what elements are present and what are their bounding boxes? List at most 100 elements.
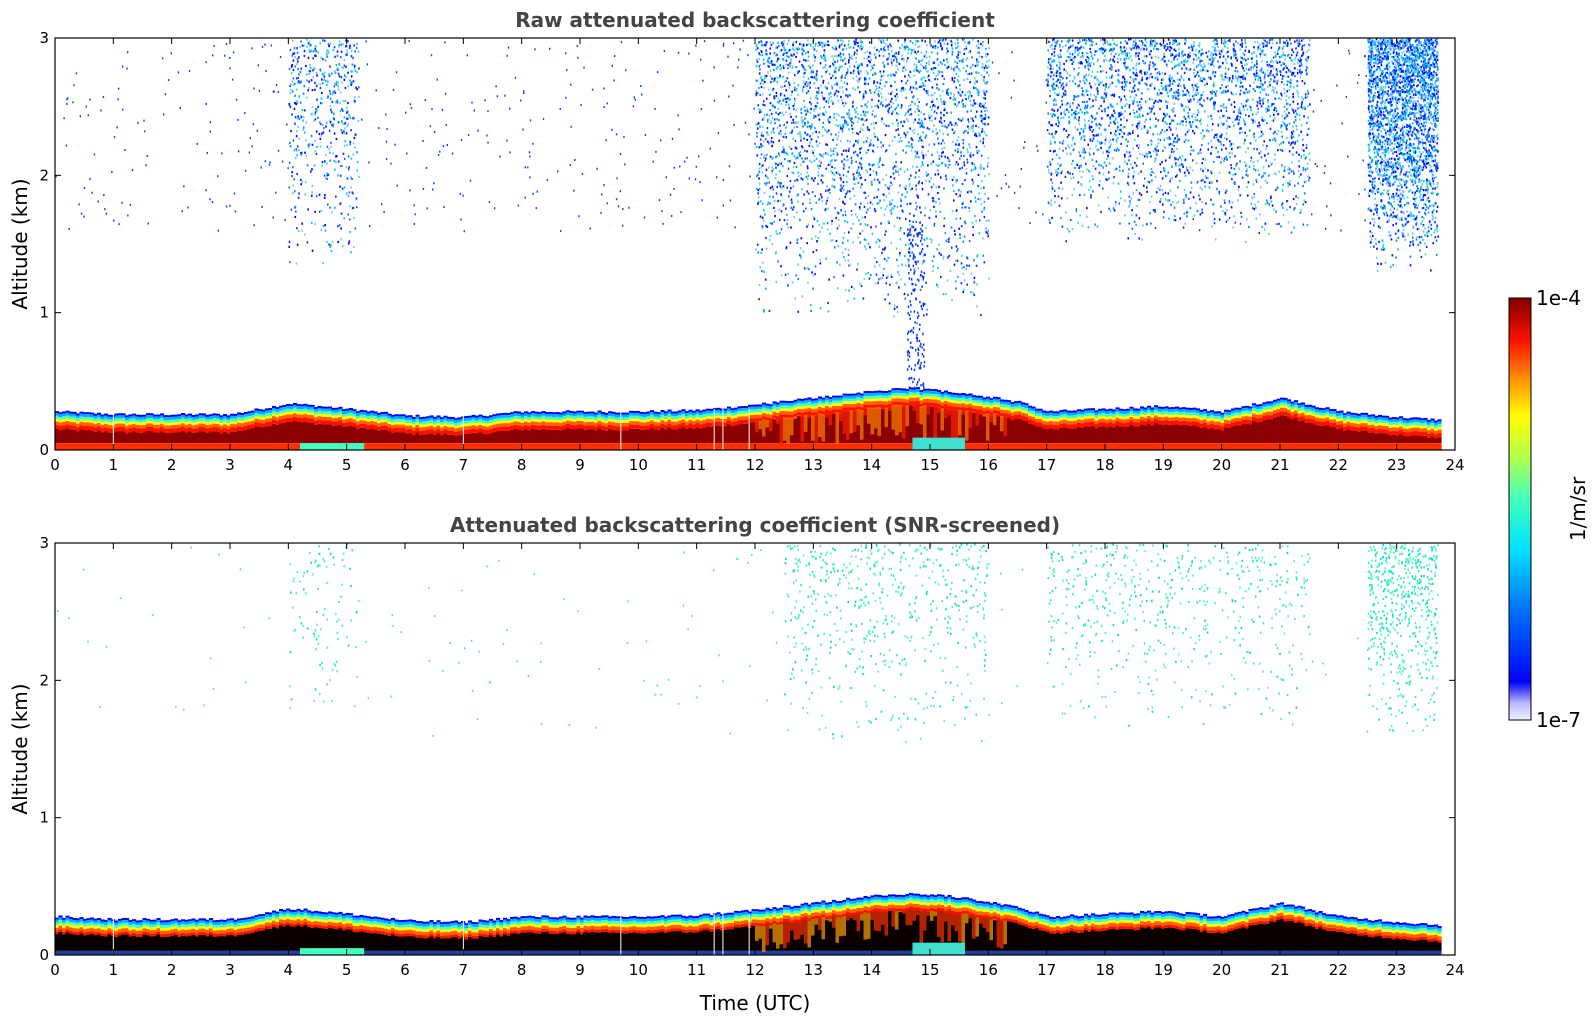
noise-pixel [909, 202, 911, 205]
noise-pixel [968, 95, 970, 98]
noise-pixel [1144, 82, 1147, 85]
noise-pixel [798, 42, 801, 46]
noise-pixel [294, 156, 297, 160]
noise-pixel [335, 155, 338, 158]
noise-pixel [975, 134, 978, 138]
noise-pixel [966, 77, 969, 81]
noise-pixel [800, 177, 803, 180]
noise-pixel [305, 64, 307, 68]
noise-pixel [1207, 50, 1210, 53]
noise-pixel [1270, 196, 1272, 200]
noise-pixel [782, 146, 784, 149]
noise-pixel [1198, 42, 1201, 45]
noise-pixel [1177, 164, 1180, 167]
noise-pixel [1132, 102, 1134, 105]
noise-pixel [831, 74, 834, 77]
noise-pixel [1051, 44, 1053, 47]
noise-pixel [902, 210, 904, 214]
noise-pixel [1107, 43, 1109, 46]
noise-pixel [314, 139, 316, 142]
noise-pixel [1302, 166, 1305, 170]
noise-pixel [828, 97, 830, 100]
noise-pixel [795, 40, 798, 44]
noise-pixel [296, 145, 299, 148]
noise-pixel [976, 283, 978, 286]
noise-pixel [1239, 112, 1242, 115]
noise-pixel [348, 240, 351, 243]
noise-pixel [858, 219, 860, 222]
noise-pixel [1165, 86, 1167, 90]
noise-pixel [776, 60, 778, 63]
noise-pixel [1292, 141, 1294, 144]
noise-pixel [1199, 69, 1201, 72]
noise-pixel [843, 158, 846, 161]
noise-pixel [1195, 125, 1198, 128]
noise-pixel [1298, 106, 1300, 110]
noise-pixel [829, 191, 831, 195]
noise-pixel [1219, 53, 1222, 56]
noise-pixel [1062, 92, 1065, 95]
noise-pixel [903, 170, 906, 173]
noise-pixel [843, 122, 846, 125]
noise-pixel [770, 43, 773, 47]
noise-pixel [1060, 72, 1062, 75]
noise-pixel [1102, 84, 1105, 87]
noise-pixel [326, 49, 329, 52]
noise-pixel [834, 69, 837, 73]
noise-pixel [843, 165, 846, 168]
noise-pixel [356, 160, 359, 164]
noise-pixel [1274, 97, 1277, 100]
noise-pixel [1246, 108, 1249, 111]
noise-pixel [308, 69, 311, 73]
noise-pixel [765, 53, 768, 56]
noise-pixel [855, 110, 858, 113]
noise-pixel [1072, 159, 1074, 163]
noise-pixel [1220, 109, 1222, 112]
noise-pixel [1261, 51, 1264, 54]
noise-pixel [757, 192, 760, 195]
noise-pixel [1275, 54, 1278, 57]
noise-pixel [777, 101, 779, 104]
noise-pixel [1116, 128, 1119, 131]
noise-pixel [756, 243, 759, 246]
noise-pixel [1283, 169, 1286, 172]
noise-pixel [856, 66, 859, 70]
noise-pixel [897, 68, 899, 71]
noise-pixel [885, 282, 888, 285]
noise-pixel [1183, 212, 1186, 215]
noise-pixel [956, 79, 959, 82]
noise-pixel [817, 167, 820, 170]
noise-pixel [918, 180, 921, 183]
noise-pixel [341, 66, 343, 69]
noise-pixel [810, 103, 813, 106]
noise-pixel [891, 139, 894, 142]
noise-pixel [866, 128, 869, 131]
noise-pixel [891, 198, 894, 202]
noise-pixel [957, 53, 960, 56]
noise-pixel [975, 219, 977, 223]
noise-pixel [973, 132, 976, 135]
noise-pixel [881, 117, 883, 120]
noise-pixel [911, 165, 914, 168]
noise-pixel [846, 68, 849, 71]
noise-pixel [937, 73, 939, 76]
noise-pixel [1171, 53, 1174, 57]
noise-pixel [1138, 192, 1141, 195]
noise-pixel [776, 53, 778, 57]
noise-pixel [850, 124, 853, 127]
noise-pixel [1191, 86, 1194, 89]
noise-pixel [350, 129, 352, 132]
noise-pixel [807, 174, 810, 178]
noise-pixel [859, 130, 861, 133]
noise-pixel [938, 88, 940, 91]
noise-pixel [1200, 131, 1202, 135]
noise-pixel [806, 138, 809, 141]
noise-pixel [1283, 67, 1285, 70]
noise-pixel [946, 126, 948, 129]
noise-pixel [1177, 78, 1179, 81]
noise-pixel [759, 108, 762, 111]
noise-pixel [760, 134, 763, 137]
noise-pixel [1250, 156, 1253, 159]
noise-pixel [931, 98, 934, 102]
noise-pixel [1288, 96, 1290, 99]
